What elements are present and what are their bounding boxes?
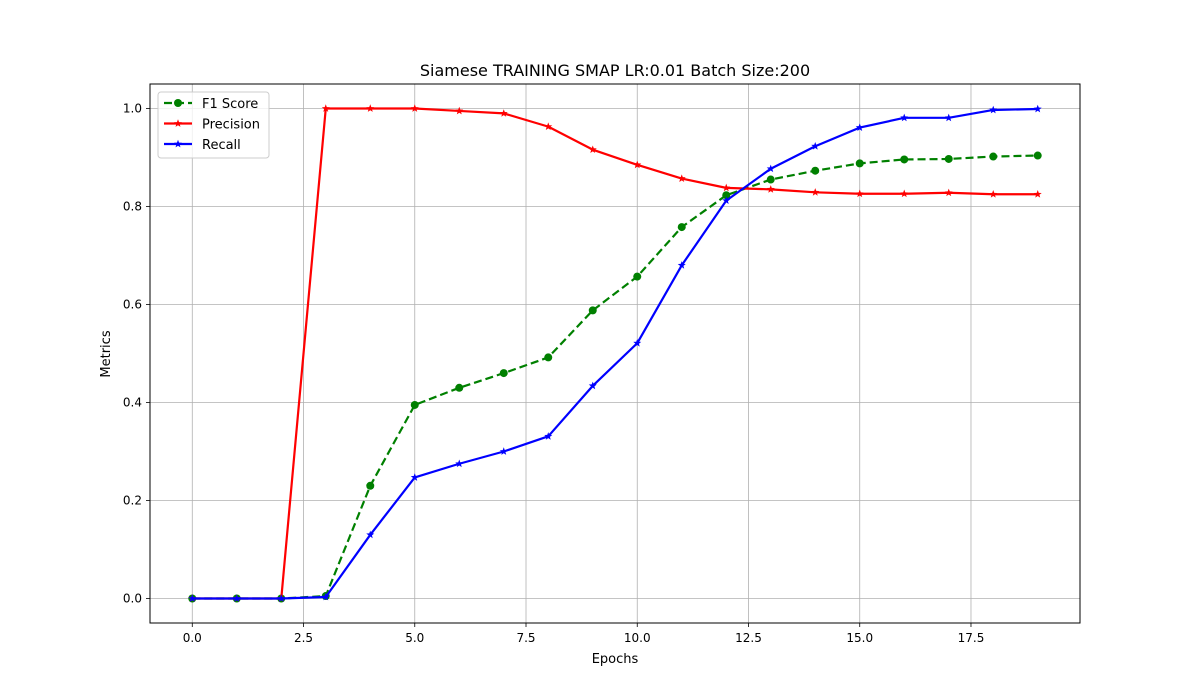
precision-point xyxy=(588,145,597,154)
precision-point xyxy=(900,189,909,198)
legend-label-f1-score: F1 Score xyxy=(202,97,258,112)
f1-score-point xyxy=(989,152,998,161)
precision-point xyxy=(1033,190,1042,198)
recall-point xyxy=(588,381,597,390)
x-tick-label: 10.0 xyxy=(624,631,651,645)
y-tick-label: 0.0 xyxy=(123,592,142,606)
recall-point xyxy=(544,432,553,440)
precision-line xyxy=(192,107,1038,600)
legend: F1 Score Precision Recall xyxy=(157,91,270,159)
recall-point xyxy=(455,459,464,468)
recall-point xyxy=(944,113,953,122)
y-tick-label: 0.8 xyxy=(123,200,142,214)
recall-point xyxy=(722,196,731,205)
f1-score-point xyxy=(722,191,731,200)
legend-box xyxy=(157,91,270,159)
precision-point xyxy=(855,189,864,198)
f1-score-point xyxy=(1033,151,1042,160)
precision-point xyxy=(722,183,731,192)
precision-point xyxy=(811,188,820,196)
f1-score-point xyxy=(499,369,508,378)
f1-score-line xyxy=(192,154,1038,600)
f1-score-point xyxy=(410,400,419,409)
recall-point xyxy=(677,261,686,269)
recall-point xyxy=(900,113,909,122)
x-axis-label: Epochs xyxy=(592,652,639,667)
x-tick-label: 2.5 xyxy=(294,631,313,645)
precision-point xyxy=(499,109,508,117)
recall-point xyxy=(499,447,508,455)
recall-point xyxy=(366,530,375,539)
y-tick-label: 0.6 xyxy=(123,298,142,312)
recall-point xyxy=(232,594,241,602)
recall-point xyxy=(811,142,820,150)
f1-score-point xyxy=(633,272,642,281)
y-tick-label: 0.2 xyxy=(123,494,142,508)
precision-point xyxy=(321,104,330,112)
legend-marker-precision xyxy=(174,119,182,127)
f1-score-point xyxy=(900,155,909,164)
f1-score-point xyxy=(455,383,464,392)
f1-score-point xyxy=(944,154,953,163)
x-tick-label: 7.5 xyxy=(516,631,535,645)
precision-point xyxy=(410,104,419,112)
precision-point xyxy=(989,190,998,198)
x-axis: 0.0 2.5 5.0 7.5 10.0 12.5 15.0 17.5 xyxy=(183,623,985,645)
y-axis: 0.0 0.2 0.4 0.6 0.8 1.0 xyxy=(123,102,150,606)
f1-score-point xyxy=(544,353,553,362)
y-axis-label: Metrics xyxy=(99,330,114,377)
y-tick-label: 1.0 xyxy=(123,102,142,116)
x-tick-label: 5.0 xyxy=(405,631,424,645)
precision-point xyxy=(766,185,775,193)
recall-point xyxy=(277,594,286,602)
legend-label-precision: Precision xyxy=(202,118,260,133)
precision-point xyxy=(677,174,686,182)
chart-title: Siamese TRAINING SMAP LR:0.01 Batch Size… xyxy=(420,61,810,80)
series-layer xyxy=(188,104,1042,603)
recall-point xyxy=(633,339,642,347)
recall-point xyxy=(410,473,419,481)
recall-series xyxy=(188,104,1042,602)
recall-point xyxy=(1033,104,1042,113)
f1-score-point xyxy=(811,166,820,175)
recall-point xyxy=(321,592,330,601)
f1-score-point xyxy=(677,223,686,232)
plot-frame xyxy=(149,83,1081,624)
f1-score-point xyxy=(766,175,775,184)
f1-score-point xyxy=(588,306,597,315)
y-tick-label: 0.4 xyxy=(123,396,142,410)
x-tick-label: 0.0 xyxy=(183,631,202,645)
legend-marker-f1-score xyxy=(174,99,182,107)
x-tick-label: 12.5 xyxy=(735,631,762,645)
precision-point xyxy=(944,188,953,197)
f1-score-point xyxy=(366,481,375,490)
precision-point xyxy=(633,160,642,169)
x-tick-label: 15.0 xyxy=(846,631,873,645)
precision-point xyxy=(366,104,375,112)
legend-label-recall: Recall xyxy=(202,138,241,153)
x-tick-label: 17.5 xyxy=(958,631,985,645)
recall-point xyxy=(188,594,197,602)
precision-point xyxy=(455,106,464,115)
legend-marker-recall xyxy=(174,139,182,148)
recall-line xyxy=(192,107,1038,600)
recall-point xyxy=(855,123,864,132)
precision-point xyxy=(544,122,553,131)
f1-score-point xyxy=(855,159,864,168)
recall-point xyxy=(766,164,775,173)
recall-point xyxy=(989,105,998,114)
